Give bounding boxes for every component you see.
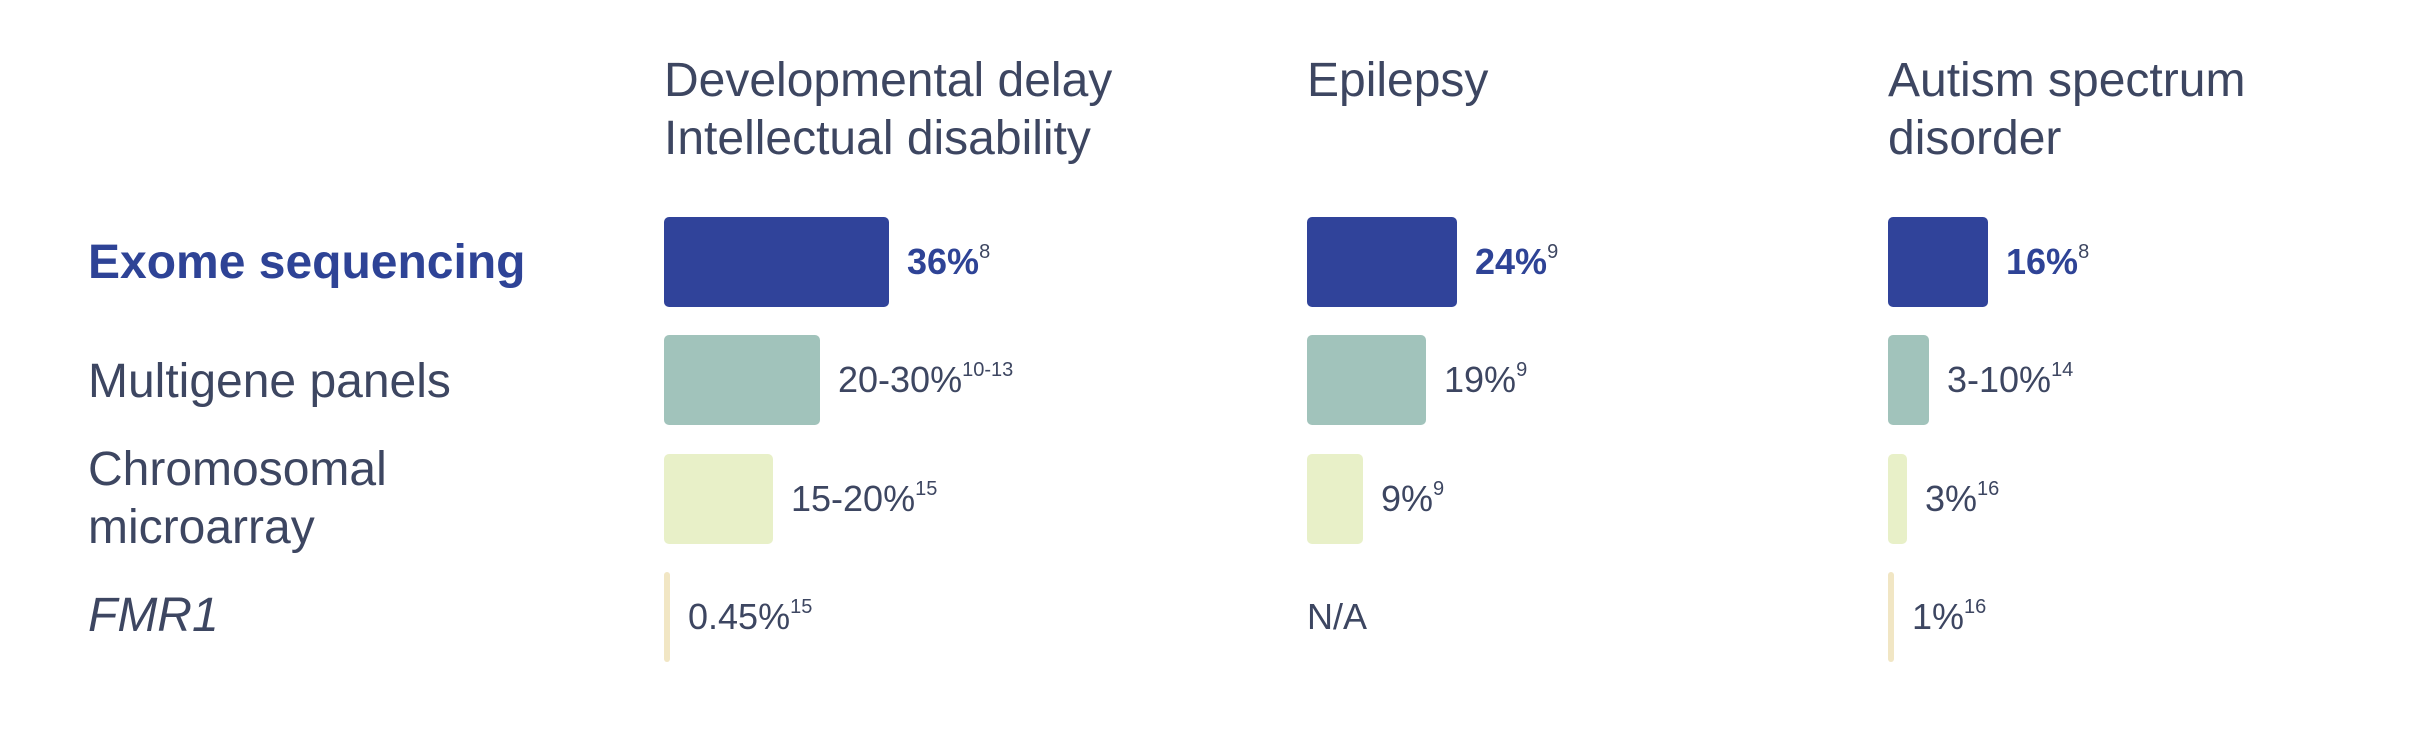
value-label-3-2: 1%16 xyxy=(1912,597,1986,637)
value-text: 24% xyxy=(1475,241,1548,282)
column-header-line: Intellectual disability xyxy=(664,112,1091,165)
row-label-fmr1: FMR1 xyxy=(88,589,219,642)
column-header-line: disorder xyxy=(1888,112,2062,165)
bar-1-2 xyxy=(1888,335,1929,425)
value-label-3-1: N/A xyxy=(1307,597,1367,637)
bar-3-0 xyxy=(664,572,670,662)
reference-superscript: 14 xyxy=(2051,359,2074,381)
column-header-line: Developmental delay xyxy=(664,54,1113,107)
reference-superscript: 10-13 xyxy=(962,359,1014,381)
value-text: 36% xyxy=(907,241,980,282)
row-label-exome-sequencing: Exome sequencing xyxy=(88,236,526,289)
reference-superscript: 9 xyxy=(1547,241,1559,263)
value-text: 3-10% xyxy=(1947,359,2052,400)
bar-1-1 xyxy=(1307,335,1426,425)
value-text: 15-20% xyxy=(791,478,916,519)
column-header-autism: Autism spectrum disorder xyxy=(1888,52,2245,168)
value-text: 19% xyxy=(1444,359,1517,400)
bar-2-1 xyxy=(1307,454,1363,544)
reference-superscript: 9 xyxy=(1516,359,1528,381)
row-label-line: microarray xyxy=(88,501,315,554)
value-label-2-2: 3%16 xyxy=(1925,479,1999,519)
reference-superscript: 15 xyxy=(790,596,813,618)
row-label-multigene-panels: Multigene panels xyxy=(88,355,451,408)
bar-2-0 xyxy=(664,454,773,544)
reference-superscript: 8 xyxy=(2078,241,2090,263)
bar-1-0 xyxy=(664,335,820,425)
column-header-developmental-delay: Developmental delay Intellectual disabil… xyxy=(664,52,1112,168)
column-header-line: Epilepsy xyxy=(1307,54,1489,107)
value-text: 9% xyxy=(1381,478,1434,519)
reference-superscript: 16 xyxy=(1977,478,2000,500)
value-label-3-0: 0.45%15 xyxy=(688,597,812,637)
bar-3-2 xyxy=(1888,572,1894,662)
value-text: 1% xyxy=(1912,596,1965,637)
value-label-1-2: 3-10%14 xyxy=(1947,360,2073,400)
value-text: 0.45% xyxy=(688,596,791,637)
value-label-1-0: 20-30%10-13 xyxy=(838,360,1013,400)
value-text: 16% xyxy=(2006,241,2079,282)
value-label-0-0: 36%8 xyxy=(907,242,990,282)
reference-superscript: 15 xyxy=(915,478,938,500)
reference-superscript: 9 xyxy=(1433,478,1445,500)
bar-0-2 xyxy=(1888,217,1988,307)
reference-superscript: 16 xyxy=(1964,596,1987,618)
column-header-epilepsy: Epilepsy xyxy=(1307,52,1488,110)
value-label-2-1: 9%9 xyxy=(1381,479,1444,519)
value-text: 3% xyxy=(1925,478,1978,519)
column-header-line: Autism spectrum xyxy=(1888,54,2246,107)
bar-2-2 xyxy=(1888,454,1907,544)
value-text: 20-30% xyxy=(838,359,963,400)
value-label-1-1: 19%9 xyxy=(1444,360,1527,400)
value-label-0-2: 16%8 xyxy=(2006,242,2089,282)
value-label-2-0: 15-20%15 xyxy=(791,479,937,519)
row-label-chromosomal-microarray: Chromosomal microarray xyxy=(88,441,387,557)
bar-0-1 xyxy=(1307,217,1457,307)
value-text: N/A xyxy=(1307,596,1368,637)
reference-superscript: 8 xyxy=(979,241,991,263)
bar-0-0 xyxy=(664,217,889,307)
row-label-line: Chromosomal xyxy=(88,443,387,496)
value-label-0-1: 24%9 xyxy=(1475,242,1558,282)
